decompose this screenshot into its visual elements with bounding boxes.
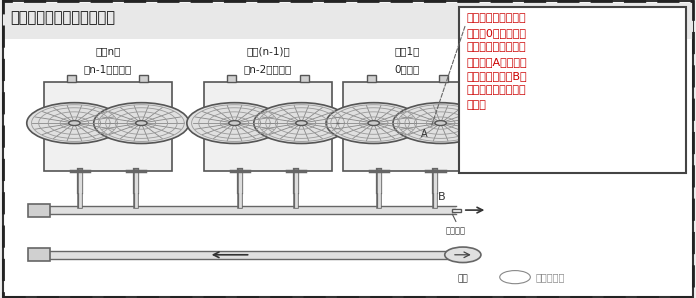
Text: 模块(n-1)号: 模块(n-1)号 bbox=[246, 46, 290, 57]
Circle shape bbox=[254, 103, 349, 143]
Text: 0号地址: 0号地址 bbox=[395, 64, 420, 74]
Bar bbox=[3, 3, 693, 39]
Text: 水流开关: 水流开关 bbox=[446, 226, 466, 235]
Bar bbox=[49, 206, 456, 214]
Bar bbox=[299, 75, 308, 82]
Circle shape bbox=[229, 121, 240, 125]
Bar bbox=[459, 7, 686, 173]
Circle shape bbox=[296, 121, 307, 125]
Circle shape bbox=[435, 121, 446, 125]
Text: 注意：多模块并联，
必须将0号地址机组
的总出水感温包由机
组出水管A位置移至
并联总出水管上B位
置，需采用盲孔设计
安装。: 注意：多模块并联， 必须将0号地址机组 的总出水感温包由机 组出水管A位置移至 … bbox=[466, 13, 527, 110]
Text: B: B bbox=[438, 192, 445, 202]
Text: 郭鹏宇暖通: 郭鹏宇暖通 bbox=[536, 272, 565, 282]
Bar bbox=[342, 82, 472, 171]
Text: 模块n号: 模块n号 bbox=[95, 46, 120, 57]
Circle shape bbox=[393, 103, 489, 143]
Circle shape bbox=[326, 103, 421, 143]
Bar bbox=[139, 75, 148, 82]
Bar bbox=[228, 75, 237, 82]
Circle shape bbox=[187, 103, 282, 143]
Text: 水泵: 水泵 bbox=[457, 274, 468, 283]
Circle shape bbox=[136, 121, 147, 125]
Bar bbox=[452, 209, 461, 212]
Circle shape bbox=[445, 247, 481, 263]
Text: A: A bbox=[420, 129, 427, 139]
Bar bbox=[28, 204, 50, 217]
Text: 模块1号: 模块1号 bbox=[395, 46, 420, 57]
Text: 【其它安装方式：异程式】: 【其它安装方式：异程式】 bbox=[10, 10, 116, 25]
Bar bbox=[68, 75, 77, 82]
Circle shape bbox=[69, 121, 80, 125]
Bar bbox=[438, 75, 448, 82]
Bar bbox=[43, 82, 172, 171]
Bar bbox=[49, 251, 470, 259]
Bar bbox=[367, 75, 376, 82]
Circle shape bbox=[368, 121, 379, 125]
Text: （n-1）号地址: （n-1）号地址 bbox=[84, 64, 132, 74]
Bar bbox=[203, 82, 333, 171]
Circle shape bbox=[94, 103, 189, 143]
Bar bbox=[28, 248, 50, 261]
Text: （n-2）号地址: （n-2）号地址 bbox=[244, 64, 292, 74]
Circle shape bbox=[26, 103, 122, 143]
